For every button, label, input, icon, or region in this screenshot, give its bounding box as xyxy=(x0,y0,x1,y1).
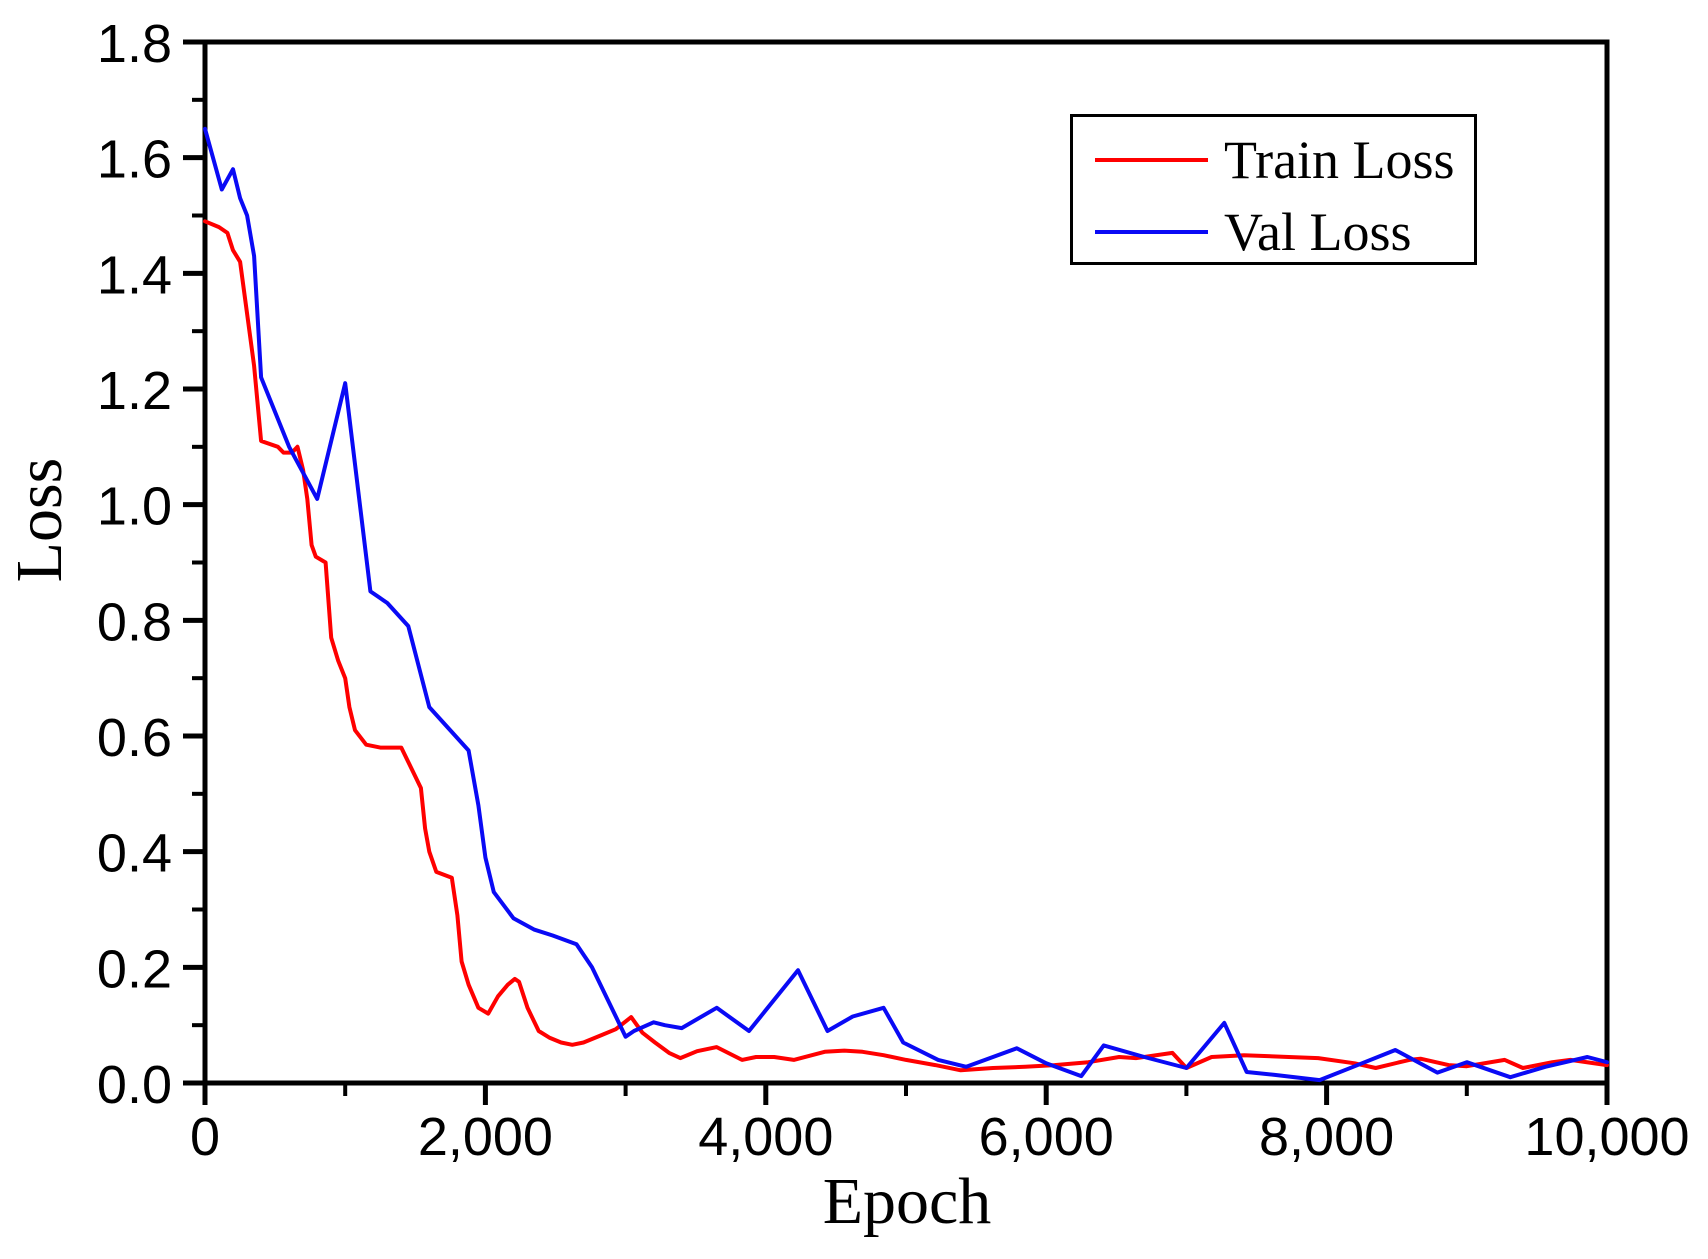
train-loss-line-swatch xyxy=(1095,158,1208,162)
x-axis-tick-label: 2,000 xyxy=(418,1107,553,1167)
x-axis-tick-label: 10,000 xyxy=(1524,1107,1689,1167)
legend-item-train-loss: Train Loss xyxy=(1073,125,1474,195)
y-axis-tick-label: 0.2 xyxy=(97,939,172,999)
y-axis-tick-label: 0.6 xyxy=(97,708,172,768)
legend: Train Loss Val Loss xyxy=(1070,114,1477,265)
x-axis-tick-label: 6,000 xyxy=(979,1107,1114,1167)
x-axis-tick-label: 8,000 xyxy=(1259,1107,1394,1167)
y-axis-tick-label: 1.6 xyxy=(97,130,172,190)
y-axis-tick-label: 1.4 xyxy=(97,245,172,305)
val-loss-line xyxy=(203,126,1609,1083)
x-axis-tick-label: 0 xyxy=(190,1107,220,1167)
y-axis-tick-label: 1.0 xyxy=(97,477,172,537)
y-axis-tick-label: 1.8 xyxy=(97,14,172,74)
x-axis-tick-label: 4,000 xyxy=(698,1107,833,1167)
val-loss-line-swatch xyxy=(1095,230,1208,234)
train-loss-line xyxy=(203,219,1609,1073)
y-axis-title: Loss xyxy=(3,457,76,583)
legend-label-val-loss: Val Loss xyxy=(1224,202,1412,262)
y-axis-tick-label: 0.0 xyxy=(97,1055,172,1115)
legend-label-train-loss: Train Loss xyxy=(1224,130,1455,190)
x-axis-title: Epoch xyxy=(822,1165,992,1238)
y-axis-tick-label: 1.2 xyxy=(97,361,172,421)
y-axis-tick-label: 0.4 xyxy=(97,824,172,884)
legend-item-val-loss: Val Loss xyxy=(1073,197,1474,267)
y-axis-tick-label: 0.8 xyxy=(97,592,172,652)
